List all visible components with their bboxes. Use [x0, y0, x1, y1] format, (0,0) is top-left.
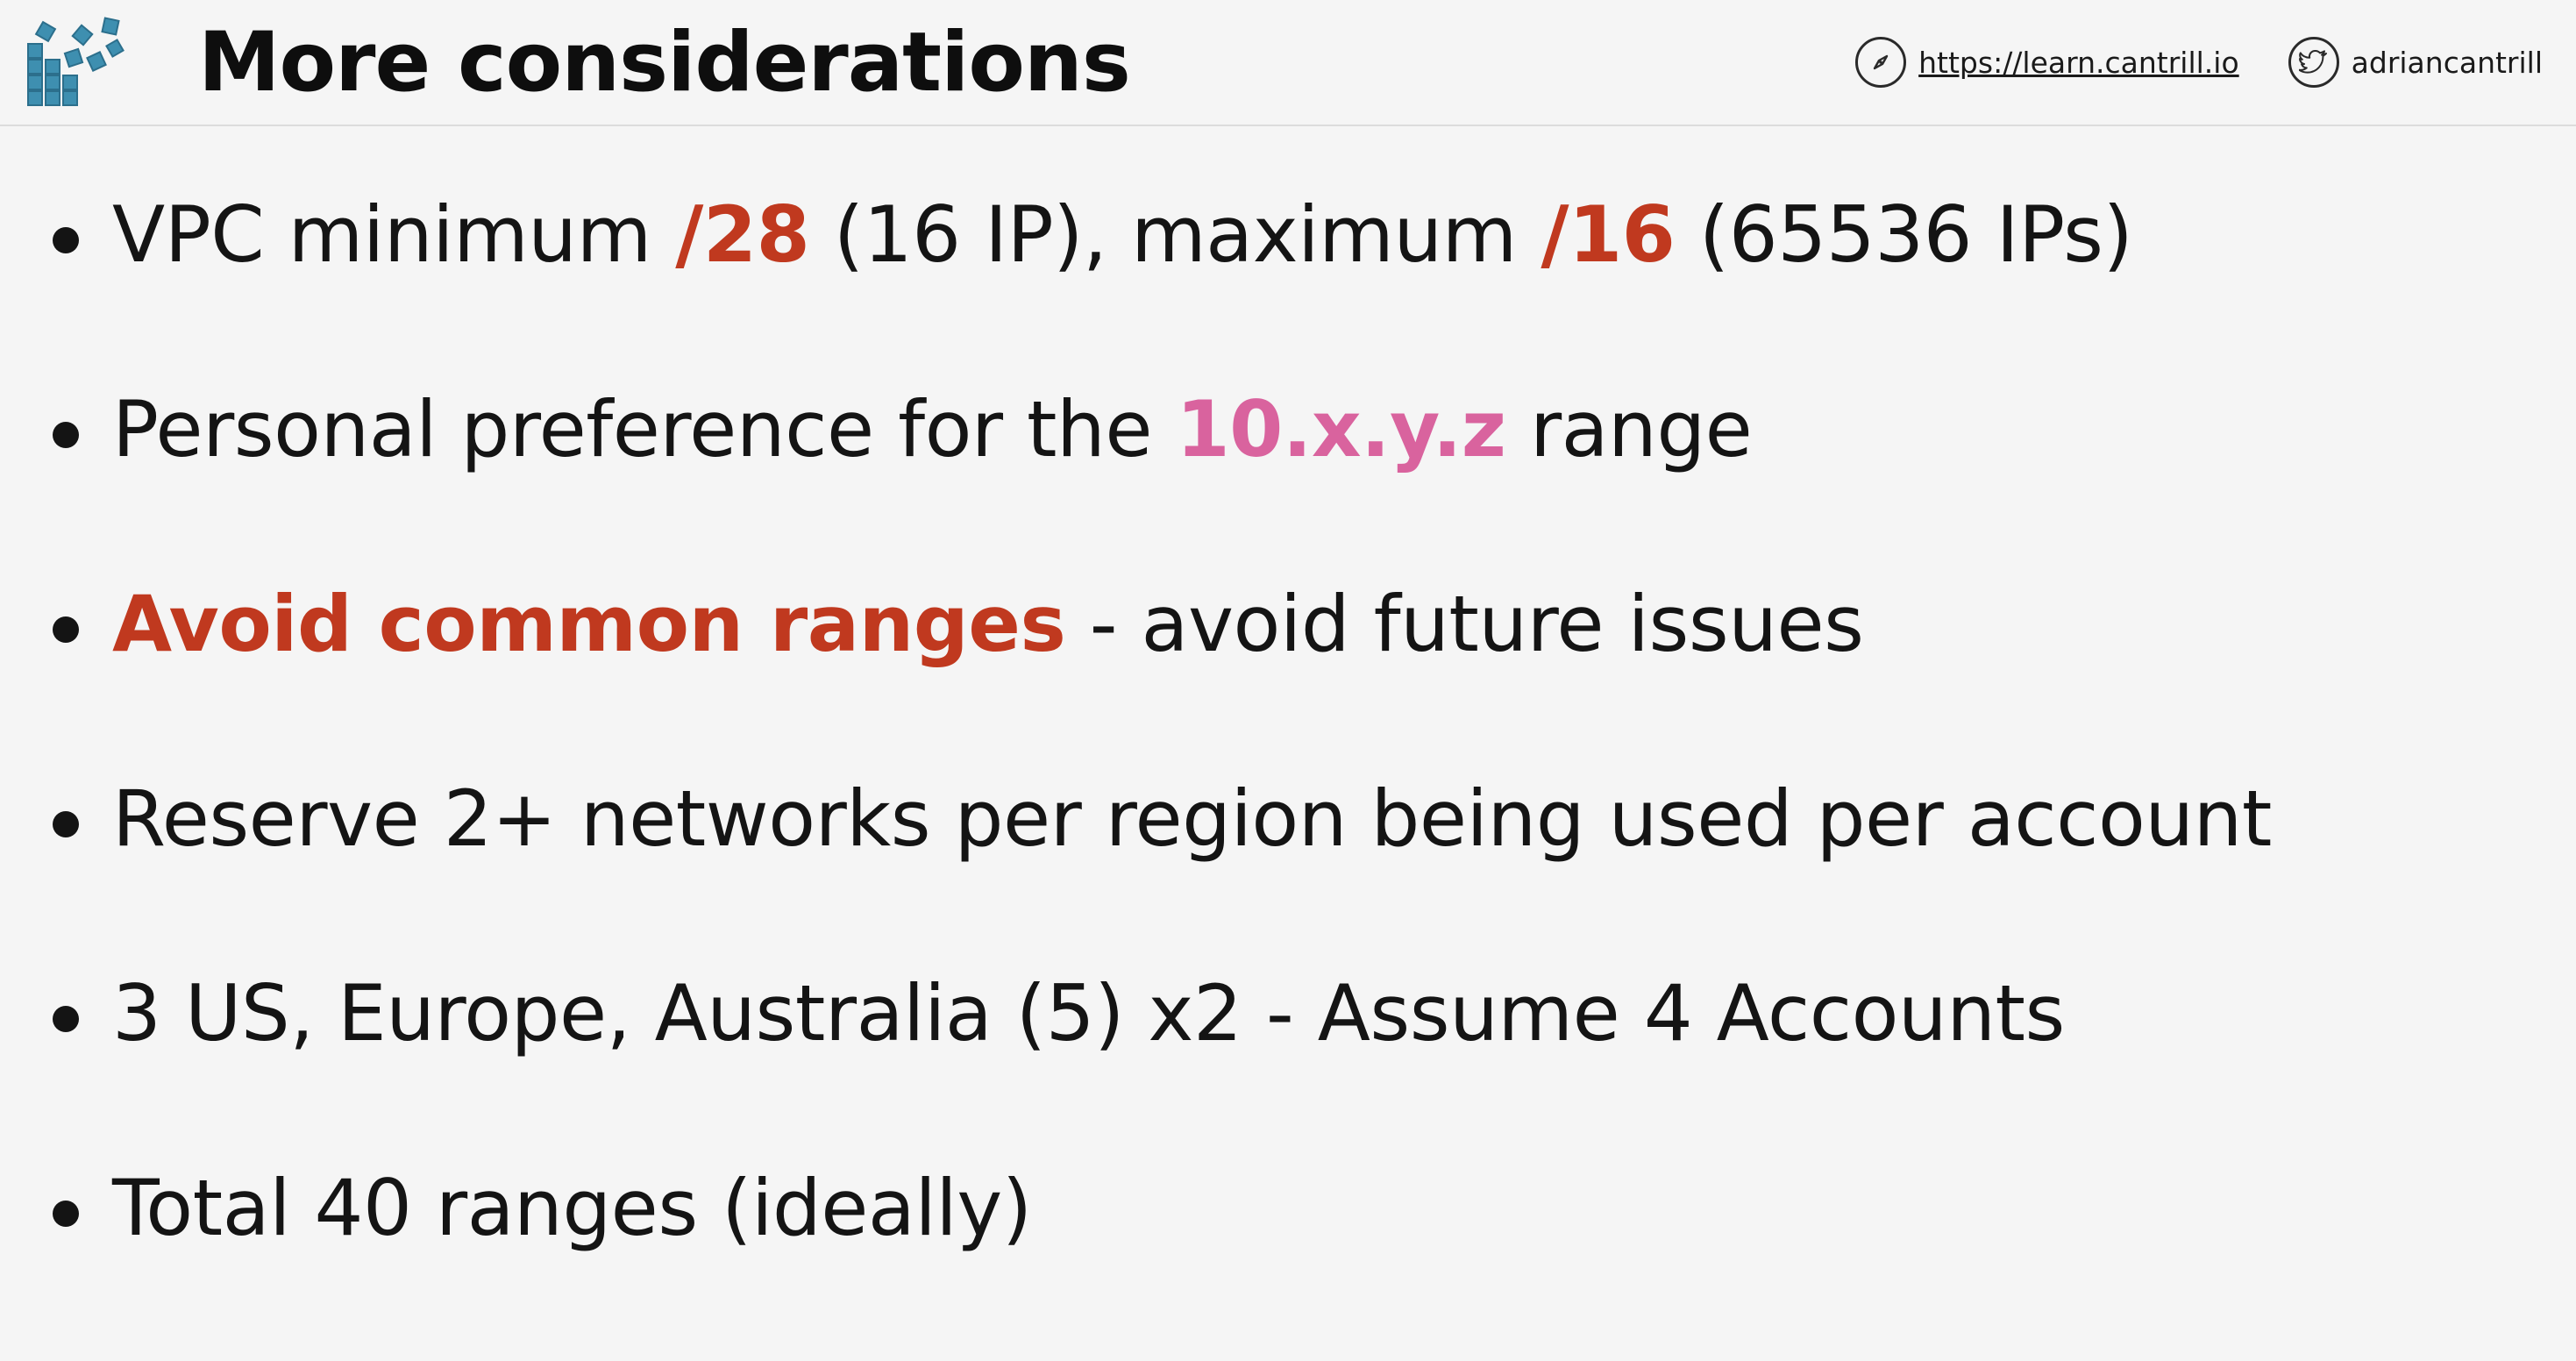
- highlight-min-prefix: /28: [675, 189, 810, 280]
- bullet-text-segment: (16 IP), maximum: [809, 189, 1541, 280]
- bullet-regions: 3 US, Europe, Australia (5) x2 - Assume …: [53, 959, 2272, 1154]
- bullet-dot: [53, 616, 79, 643]
- bullet-text-segment: (65536 IPs): [1675, 189, 2133, 280]
- bullet-dot: [53, 227, 79, 253]
- bullet-total: Total 40 ranges (ideally): [53, 1154, 2272, 1349]
- twitter-link[interactable]: adriancantrill: [2288, 37, 2543, 88]
- bullet-list: VPC minimum /28 (16 IP), maximum /16 (65…: [53, 181, 2272, 1349]
- bullet-preference: Personal preference for the 10.x.y.z ran…: [53, 375, 2272, 570]
- twitter-handle[interactable]: adriancantrill: [2351, 45, 2543, 80]
- bullet-text-segment: Reserve 2+ networks per region being use…: [112, 773, 2272, 864]
- bullet-text: Avoid common ranges - avoid future issue…: [112, 570, 1864, 679]
- bullet-text-segment: range: [1505, 384, 1753, 474]
- bullet-vpc-size: VPC minimum /28 (16 IP), maximum /16 (65…: [53, 181, 2272, 375]
- header-links: https://learn.cantrill.io adriancantrill: [1855, 33, 2543, 91]
- slide-header: More considerations https://learn.cantri…: [0, 0, 2576, 126]
- site-url[interactable]: https://learn.cantrill.io: [1918, 45, 2239, 80]
- slide-title: More considerations: [198, 15, 1131, 110]
- bullet-dot: [53, 811, 79, 837]
- bullet-text-segment: - avoid future issues: [1065, 579, 1864, 669]
- bullet-text: Reserve 2+ networks per region being use…: [112, 765, 2272, 873]
- bullet-text: Personal preference for the 10.x.y.z ran…: [112, 375, 1753, 484]
- highlight-range: 10.x.y.z: [1176, 384, 1506, 474]
- bullet-text-segment: 3 US, Europe, Australia (5) x2 - Assume …: [112, 968, 2065, 1058]
- bullet-text-segment: Total 40 ranges (ideally): [112, 1163, 1032, 1253]
- bullet-reserve: Reserve 2+ networks per region being use…: [53, 765, 2272, 959]
- highlight-avoid: Avoid common ranges: [112, 579, 1066, 669]
- bullet-dot: [53, 422, 79, 448]
- bullet-dot: [53, 1006, 79, 1032]
- compass-icon: [1855, 37, 1907, 88]
- bullet-avoid-common: Avoid common ranges - avoid future issue…: [53, 570, 2272, 765]
- bullet-text: Total 40 ranges (ideally): [112, 1154, 1032, 1263]
- bullet-text: 3 US, Europe, Australia (5) x2 - Assume …: [112, 959, 2065, 1068]
- twitter-bird-icon: [2288, 37, 2339, 88]
- site-link[interactable]: https://learn.cantrill.io: [1855, 37, 2239, 88]
- cantrill-logo-icon: [27, 17, 125, 106]
- highlight-max-prefix: /16: [1541, 189, 1676, 280]
- bullet-text: VPC minimum /28 (16 IP), maximum /16 (65…: [112, 181, 2133, 289]
- bullet-text-segment: VPC minimum: [112, 189, 676, 280]
- bullet-text-segment: Personal preference for the: [112, 384, 1177, 474]
- bullet-dot: [53, 1201, 79, 1227]
